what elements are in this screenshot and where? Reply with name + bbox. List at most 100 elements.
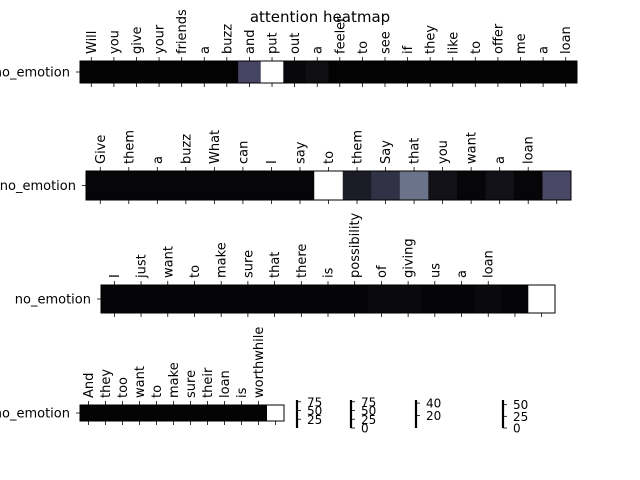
token-label: friends bbox=[175, 9, 190, 54]
token-label: if bbox=[401, 45, 416, 54]
heatmap-cell bbox=[464, 61, 488, 83]
colorbar-tick-label: 0 bbox=[361, 422, 369, 436]
token-label: sure bbox=[184, 370, 199, 398]
token-label: give bbox=[130, 26, 145, 54]
heatmap-cell bbox=[216, 405, 234, 421]
heatmap-cell bbox=[127, 285, 155, 313]
token-label: possibility bbox=[348, 212, 363, 278]
heatmap-cell bbox=[542, 171, 572, 200]
token-label: want bbox=[133, 366, 148, 398]
token-label: a bbox=[455, 270, 470, 278]
token-label: see bbox=[378, 31, 393, 54]
heatmap-cell bbox=[396, 61, 420, 83]
heatmap-cell bbox=[97, 405, 115, 421]
heatmap-cell bbox=[192, 61, 216, 83]
token-label: to bbox=[356, 41, 371, 54]
heatmap-cell bbox=[267, 405, 285, 421]
heatmap-cell bbox=[314, 171, 344, 200]
colorbar-tick-label: 50 bbox=[307, 404, 322, 418]
colorbar-tick-label: 25 bbox=[307, 413, 322, 427]
colorbar-tick-label: 0 bbox=[513, 422, 521, 436]
token-label: to bbox=[188, 265, 203, 278]
heatmap-cell bbox=[368, 285, 396, 313]
heatmap-cell bbox=[351, 61, 375, 83]
colorbar-tick-label: 20 bbox=[426, 409, 441, 423]
heatmap-cell bbox=[373, 61, 397, 83]
token-label: buzz bbox=[179, 134, 194, 164]
heatmap-cell bbox=[485, 171, 515, 200]
heatmap-cell bbox=[260, 61, 284, 83]
heatmap-cell bbox=[143, 171, 172, 200]
heatmap-cell bbox=[448, 285, 476, 313]
token-label: want bbox=[465, 132, 480, 164]
token-label: me bbox=[514, 33, 529, 54]
token-label: us bbox=[428, 263, 443, 278]
heatmap-cell bbox=[250, 405, 268, 421]
token-label: a bbox=[151, 156, 166, 164]
token-label: and bbox=[243, 30, 258, 54]
heatmap-panel: Will you give your friends a buzz and put out a fee… bbox=[0, 9, 578, 87]
heatmap-cell bbox=[114, 405, 132, 421]
heatmap-cell bbox=[199, 405, 217, 421]
heatmap-cell bbox=[428, 171, 458, 200]
token-label: is bbox=[235, 387, 250, 398]
token-label: I bbox=[108, 274, 123, 278]
heatmap-cell bbox=[148, 405, 166, 421]
token-label: buzz bbox=[220, 24, 235, 54]
token-label: offer bbox=[491, 23, 506, 54]
chart-title: attention heatmap bbox=[250, 8, 390, 26]
token-label: of bbox=[375, 265, 390, 278]
heatmap-cell bbox=[371, 171, 401, 200]
heatmap-cell bbox=[147, 61, 171, 83]
token-label: I bbox=[265, 160, 280, 164]
token-label: loan bbox=[482, 250, 497, 278]
heatmap-cell bbox=[207, 285, 235, 313]
token-label: that bbox=[268, 252, 283, 278]
token-label: What bbox=[208, 130, 223, 164]
row-label: no_emotion bbox=[0, 66, 70, 81]
colorbar-tick-label: 25 bbox=[513, 410, 528, 424]
heatmap-cell bbox=[181, 285, 209, 313]
token-label: to bbox=[150, 385, 165, 398]
heatmap-cell bbox=[341, 285, 369, 313]
heatmap-cell bbox=[131, 405, 149, 421]
token-label: them bbox=[122, 130, 137, 164]
token-label: Say bbox=[379, 140, 394, 164]
heatmap-cell bbox=[215, 61, 239, 83]
colorbar-tick-label: 50 bbox=[361, 404, 376, 418]
heatmap-cell bbox=[501, 285, 529, 313]
token-label: make bbox=[167, 362, 182, 398]
heatmap-cell bbox=[509, 61, 533, 83]
heatmap-cell bbox=[528, 285, 556, 313]
token-label: to bbox=[469, 41, 484, 54]
token-label: a bbox=[537, 46, 552, 54]
heatmap-cell bbox=[418, 61, 442, 83]
heatmap-cell bbox=[261, 285, 289, 313]
row-label: no_emotion bbox=[15, 293, 91, 308]
colorbar-tick-label: 75 bbox=[307, 395, 322, 409]
heatmap-cell bbox=[441, 61, 465, 83]
heatmap-cell bbox=[287, 285, 316, 313]
heatmap-cell bbox=[513, 171, 543, 200]
token-label: worthwhile bbox=[252, 327, 267, 398]
token-label: them bbox=[351, 130, 366, 164]
heatmap-cell bbox=[456, 171, 486, 200]
heatmap-cell bbox=[233, 405, 251, 421]
heatmap-cell bbox=[102, 61, 126, 83]
heatmap-panel: And they too want to make sure their loan is worth… bbox=[0, 327, 285, 425]
token-label: they bbox=[424, 25, 439, 54]
token-label: you bbox=[436, 140, 451, 164]
heatmap-cell bbox=[285, 171, 315, 200]
heatmap-cell bbox=[171, 171, 201, 200]
token-label: like bbox=[446, 32, 461, 54]
token-label: to bbox=[322, 151, 337, 164]
heatmap-cell bbox=[257, 171, 287, 200]
heatmap-cell bbox=[182, 405, 200, 421]
token-label: can bbox=[236, 141, 251, 164]
heatmap-cell bbox=[305, 61, 329, 83]
